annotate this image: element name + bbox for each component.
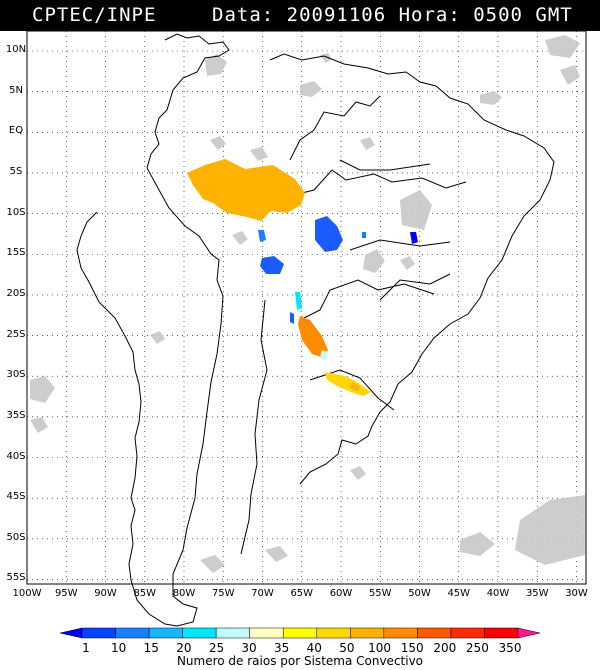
coastlines	[76, 33, 555, 627]
colorbar-swatch	[148, 627, 183, 639]
lat-label: 20S	[6, 287, 26, 299]
colorbar-tick-label: 50	[339, 641, 355, 655]
colorbar-swatch	[484, 627, 519, 639]
lon-label: 90W	[94, 588, 117, 599]
colorbar-swatch	[182, 627, 217, 639]
lon-label: 95W	[54, 588, 78, 599]
colorbar-tick-label: 350	[498, 641, 522, 655]
colorbar-tick-label: 30	[241, 641, 257, 655]
colorbar-tick-label: 150	[400, 641, 424, 655]
lon-label: 60W	[329, 588, 353, 599]
colorbar-tick-label: 100	[368, 641, 391, 655]
system-uruguay	[325, 372, 371, 396]
system-rondonia	[315, 216, 343, 252]
lon-label: 30W	[565, 588, 588, 599]
lon-label: 80W	[172, 588, 196, 599]
convective-systems	[187, 159, 418, 396]
colorbar-swatch	[417, 627, 452, 639]
colorbar-swatch	[59, 627, 83, 639]
colorbar-swatch	[383, 627, 418, 639]
lat-label: 5N	[9, 84, 23, 96]
colorbar-swatch	[115, 627, 150, 639]
colorbar-swatch	[215, 627, 250, 639]
lon-label: 40W	[486, 588, 510, 599]
lat-label: 25S	[6, 328, 26, 340]
colorbar-title: Numero de raios por Sistema Convectivo	[176, 654, 424, 668]
lat-label: 35S	[6, 409, 26, 421]
lat-label: 50S	[6, 531, 26, 543]
colorbar-tick-label: 250	[465, 641, 489, 655]
colorbar-swatch	[517, 627, 541, 639]
lat-label: 30S	[6, 369, 26, 381]
lat-label: EQ	[8, 125, 24, 137]
lon-label: 100W	[12, 588, 42, 599]
lon-label: 65W	[290, 588, 314, 599]
colorbar-tick-label: 10	[110, 641, 127, 655]
map-grid	[27, 31, 586, 584]
colorbar-tick-label: 200	[433, 641, 457, 655]
lat-label: 40S	[6, 450, 26, 462]
colorbar-tick-label: 1	[82, 641, 90, 655]
lon-label: 55W	[368, 588, 392, 599]
cloud-cover	[30, 35, 585, 573]
lat-label: 5S	[9, 165, 23, 177]
lon-label: 50W	[408, 588, 431, 599]
lon-label: 45W	[447, 588, 471, 599]
colorbar-swatch	[350, 627, 385, 639]
colorbar-swatch	[249, 627, 284, 639]
colorbar-tick-label: 15	[143, 641, 159, 655]
lat-label: 15S	[6, 247, 26, 259]
colorbar-tick-label: 20	[176, 641, 192, 655]
map-frame	[26, 30, 587, 585]
lat-label: 10N	[5, 44, 27, 55]
system-amazon	[187, 159, 305, 221]
colorbar-swatch	[450, 627, 485, 639]
colorbar-swatch	[316, 627, 351, 639]
colorbar-tick-label: 35	[274, 641, 290, 655]
colorbar-tick-label: 25	[208, 641, 225, 655]
source-label: CPTEC/INPE	[32, 4, 157, 26]
system-paraguay	[298, 316, 328, 358]
lat-label: 45S	[6, 491, 26, 503]
colorbar-swatch	[81, 627, 116, 639]
lon-label: 75W	[211, 588, 235, 599]
lon-label: 35W	[525, 588, 549, 599]
colorbar-tick-label: 40	[306, 641, 322, 655]
lon-label: 70W	[251, 588, 274, 599]
colorbar-swatch	[282, 627, 318, 639]
title-bar: CPTEC/INPE Data: 20091106 Hora: 0500 GMT	[0, 0, 600, 31]
lon-label: 85W	[133, 588, 157, 599]
colorbar	[59, 627, 541, 639]
lat-label: 55S	[6, 572, 26, 584]
datetime-label: Data: 20091106 Hora: 0500 GMT	[212, 4, 573, 26]
lat-label: 10S	[6, 206, 26, 218]
